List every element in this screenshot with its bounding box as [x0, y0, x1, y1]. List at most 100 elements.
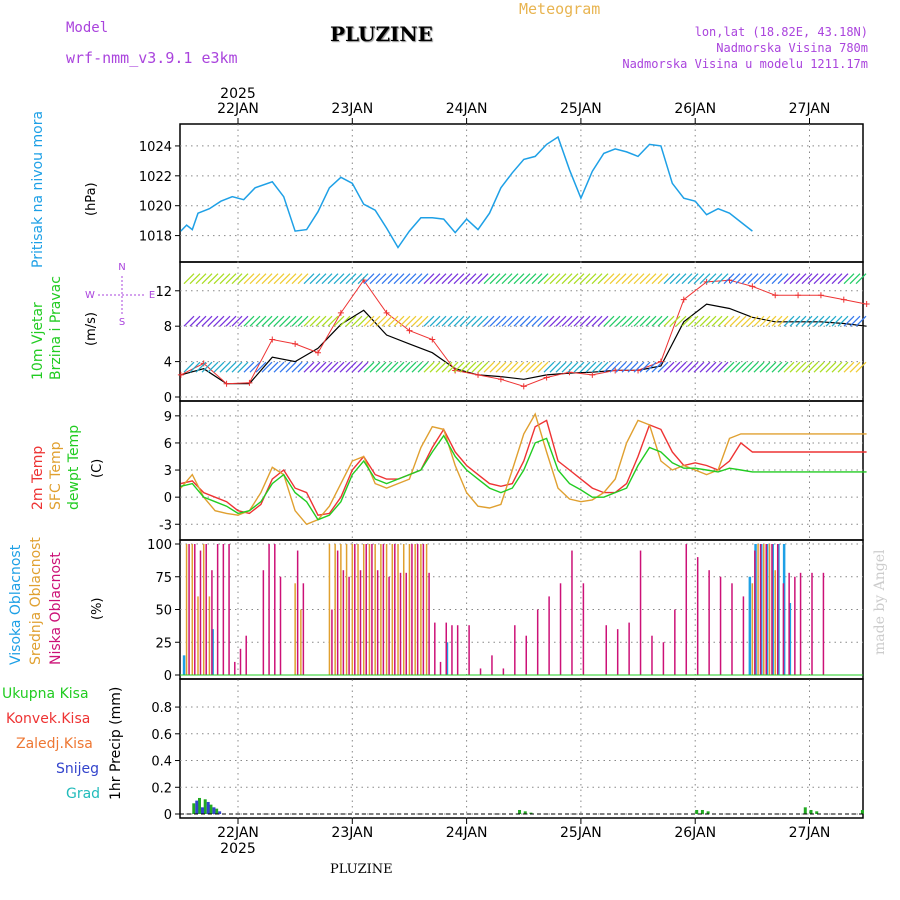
precip-bar-0	[803, 807, 807, 814]
precip-bar-0	[192, 803, 196, 814]
wind-arrow	[537, 273, 549, 285]
wind-arrow	[423, 273, 435, 285]
wind-arrow	[465, 273, 477, 285]
wind-arrow	[753, 273, 765, 285]
clouds-ytick-label: 100	[147, 538, 172, 553]
precip-bar-0	[203, 799, 207, 814]
wind-arrow	[363, 361, 375, 373]
temperature-ytick-label: -3	[159, 518, 172, 533]
wind-arrow	[615, 315, 627, 327]
precip-bar-0	[809, 809, 813, 814]
wind-arrow	[435, 361, 447, 373]
wind-arrow	[525, 361, 537, 373]
wind-arrow	[261, 273, 273, 285]
wind-arrow	[759, 361, 771, 373]
wind-arrow	[639, 361, 651, 373]
precip-bar-0	[518, 809, 522, 814]
wind-ytick-label: 4	[164, 356, 172, 371]
wind-gust-marker	[475, 371, 482, 378]
temperature-ytick-label: 0	[164, 491, 172, 506]
wind-arrow	[267, 315, 279, 327]
wind-arrow	[501, 315, 513, 327]
legend-konvek-kisa: Konvek.Kisa	[6, 711, 91, 727]
wind-arrow	[363, 273, 375, 285]
precip-bar-1	[212, 807, 216, 814]
wind-arrow	[819, 273, 831, 285]
wind-arrow	[255, 315, 267, 327]
precipitation-ytick-label: 0	[164, 808, 172, 823]
wind-arrow	[603, 361, 615, 373]
wind-arrow	[339, 315, 351, 327]
wind-arrow	[609, 315, 621, 327]
wind-gust-marker	[406, 327, 413, 334]
wind-gust-marker	[680, 296, 687, 303]
wind-arrow	[459, 315, 471, 327]
wind-arrow	[711, 361, 723, 373]
wind-arrow	[525, 315, 537, 327]
wind-arrow	[489, 273, 501, 285]
wind-arrow	[351, 315, 363, 327]
date-label-top: 26JAN	[674, 101, 716, 117]
wind-arrow	[225, 315, 237, 327]
wind-gust-marker	[795, 292, 802, 299]
wind-arrow	[477, 361, 489, 373]
wind-arrow	[333, 315, 345, 327]
wind-arrow	[849, 361, 861, 373]
wind-arrow	[783, 361, 795, 373]
wind-arrow	[747, 315, 759, 327]
wind-arrow	[783, 273, 795, 285]
clouds-ytick-label: 75	[155, 571, 172, 586]
legend-zaledj-kisa: Zaledj.Kisa	[16, 736, 93, 752]
wind-arrow	[585, 273, 597, 285]
elevation-text: Nadmorska Visina 780m	[716, 41, 868, 55]
wind-arrow	[825, 361, 837, 373]
precip-bar-0	[695, 809, 699, 814]
model-elevation-text: Nadmorska Visina u modelu 1211.17m	[622, 57, 868, 71]
wind-arrow	[621, 361, 633, 373]
wind-arrow	[801, 315, 813, 327]
wind-arrow	[267, 273, 279, 285]
wind-arrow	[381, 361, 393, 373]
wind-arrow	[741, 361, 753, 373]
wind-arrow	[387, 361, 399, 373]
wind-arrow	[453, 273, 465, 285]
wind-arrow	[627, 361, 639, 373]
wind-arrow	[465, 361, 477, 373]
wind-arrow	[771, 361, 783, 373]
precip-bar-0	[215, 808, 219, 814]
wind-arrow	[633, 361, 645, 373]
wind-arrow	[333, 361, 345, 373]
wind-arrow	[651, 273, 663, 285]
wind-arrow	[399, 315, 411, 327]
wind-arrow	[345, 315, 357, 327]
wind-arrow	[759, 273, 771, 285]
wind-arrow	[807, 315, 819, 327]
wind-arrow	[855, 361, 867, 373]
wind-arrow	[855, 315, 867, 327]
wind-arrow	[813, 273, 825, 285]
wind-arrow	[279, 273, 291, 285]
wind-arrow	[561, 273, 573, 285]
wind-arrow	[609, 361, 621, 373]
wind-arrow	[489, 361, 501, 373]
wind-arrow	[369, 361, 381, 373]
wind-arrow	[465, 315, 477, 327]
wind-arrow	[501, 273, 513, 285]
wind-arrow	[249, 273, 261, 285]
wind-arrow	[741, 273, 753, 285]
wind-arrow	[747, 361, 759, 373]
wind-arrow	[405, 273, 417, 285]
wind-arrow	[663, 361, 675, 373]
model-name: wrf-nmm_v3.9.1 e3km	[66, 49, 238, 67]
wind-arrow	[717, 273, 729, 285]
wind-arrow	[387, 315, 399, 327]
wind-arrow	[753, 361, 765, 373]
wind-arrow	[849, 315, 861, 327]
wind-arrow	[669, 315, 681, 327]
wind-arrow	[573, 315, 585, 327]
wind-arrow	[843, 315, 855, 327]
precip-bar-1	[206, 801, 210, 814]
wind-arrow	[645, 273, 657, 285]
wind-arrow	[579, 273, 591, 285]
pressure-ytick-label: 1020	[139, 200, 172, 215]
